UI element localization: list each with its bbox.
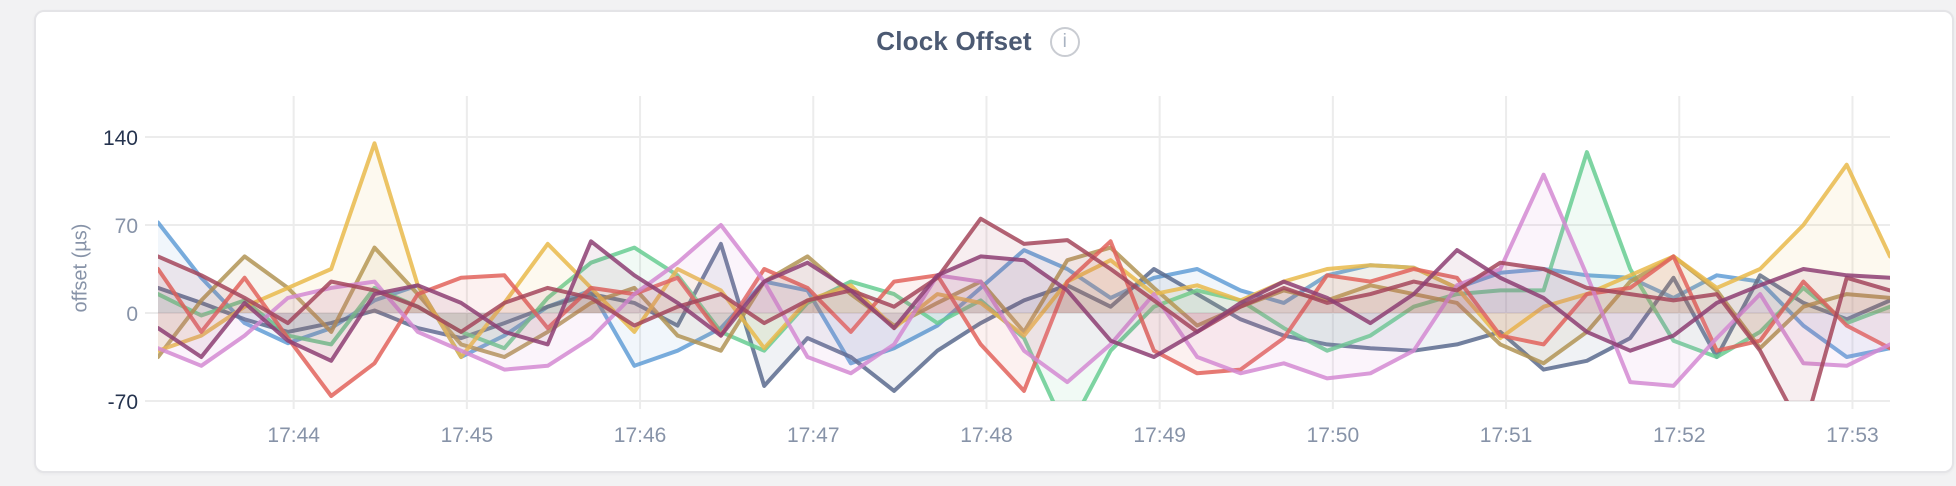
x-tick-labels: 17:44 17:45 17:46 17:47 17:48 17:49 17:50 17:51… [267,424,1878,447]
svg-text:17:49: 17:49 [1133,424,1186,447]
chart-title: Clock Offset [876,26,1032,56]
svg-text:0: 0 [126,303,138,326]
svg-text:17:50: 17:50 [1307,424,1360,447]
chart-card [34,10,1954,473]
series-lines [158,141,1890,401]
series-plum [158,239,1890,363]
svg-text:17:46: 17:46 [614,424,667,447]
y-tick-labels: 140 70 0 -70 [103,127,138,414]
series-salmon [158,239,1890,398]
info-icon-glyph: i [1062,30,1067,52]
info-icon[interactable]: i [1049,26,1080,57]
svg-text:140: 140 [103,127,138,150]
series-orchid [158,172,1890,388]
svg-text:17:52: 17:52 [1653,424,1706,447]
svg-text:17:51: 17:51 [1480,424,1533,447]
svg-text:17:44: 17:44 [267,424,320,447]
svg-text:70: 70 [115,215,138,238]
series-maroon [158,216,1890,401]
svg-text:17:45: 17:45 [441,424,494,447]
svg-text:17:47: 17:47 [787,424,840,447]
series-gold [158,141,1890,359]
svg-text:-70: -70 [108,391,138,414]
chart-header: Clock Offset i [0,26,1956,57]
svg-text:17:53: 17:53 [1826,424,1879,447]
svg-text:17:48: 17:48 [960,424,1013,447]
